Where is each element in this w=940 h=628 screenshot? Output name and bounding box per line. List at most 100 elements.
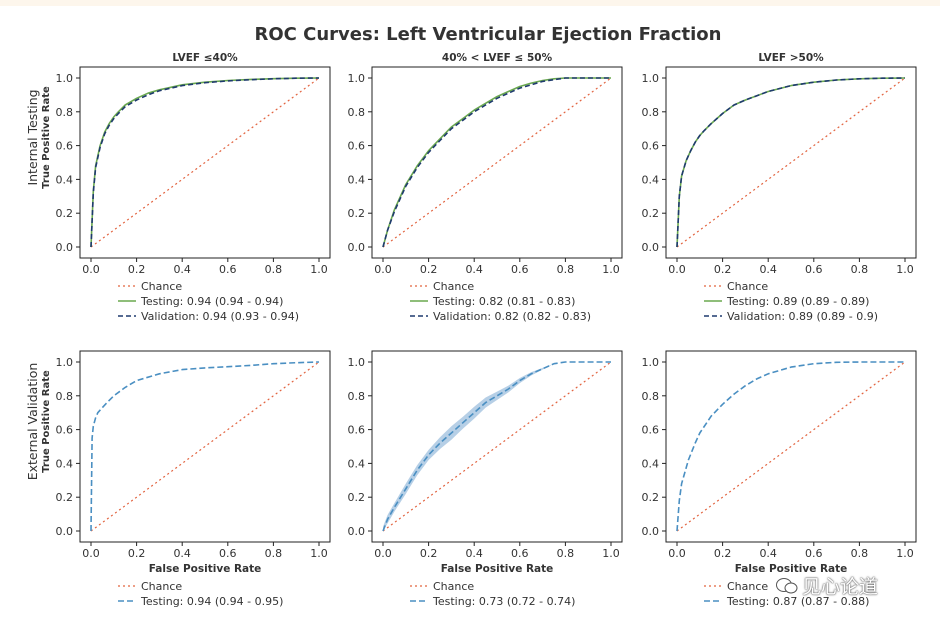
x-tick-label: 0.8	[557, 263, 575, 276]
y-tick-label: 0.4	[56, 173, 74, 186]
row-label-title: Internal Testing	[25, 89, 40, 185]
legend-item: Testing: 0.94 (0.94 - 0.94)	[118, 295, 283, 308]
legend-item: Chance	[704, 580, 768, 593]
x-tick-label: 0.8	[851, 547, 869, 560]
panel-title: LVEF ≤40%	[172, 52, 238, 64]
x-tick-label: 0.6	[511, 263, 529, 276]
top-band	[0, 0, 940, 6]
legend-label: Testing: 0.94 (0.94 - 0.95)	[140, 595, 283, 608]
y-tick-label: 1.0	[56, 72, 74, 85]
figure-title: ROC Curves: Left Ventricular Ejection Fr…	[255, 24, 722, 45]
roc-panel: 0.0 0.0 0.2 0.2 0.4 0.4 0.6 0.6 0.8 0.8 1.0 1.0 Fals…	[642, 350, 917, 608]
y-tick-label: 0.0	[56, 241, 74, 254]
validation-curve	[90, 77, 320, 248]
y-tick-label: 1.0	[348, 72, 366, 85]
y-tick-label: 0.2	[348, 491, 366, 504]
y-tick-label: 0.2	[56, 207, 74, 220]
chance-line	[382, 77, 612, 248]
legend-label: Testing: 0.94 (0.94 - 0.94)	[140, 295, 283, 308]
y-tick-label: 0.2	[642, 207, 660, 220]
wechat-icon	[776, 577, 798, 593]
chance-line	[676, 361, 906, 532]
y-tick-label: 0.2	[348, 207, 366, 220]
row-label: Internal Testing True Positive Rate	[25, 86, 52, 189]
legend-label: Testing: 0.73 (0.72 - 0.74)	[432, 595, 575, 608]
legend-item: Testing: 0.89 (0.89 - 0.89)	[704, 295, 869, 308]
y-axis-label: True Positive Rate	[41, 370, 52, 473]
x-tick-label: 0.6	[219, 547, 237, 560]
y-tick-label: 0.0	[642, 525, 660, 538]
x-tick-label: 0.0	[82, 263, 100, 276]
x-tick-label: 0.6	[511, 547, 529, 560]
legend-item: Testing: 0.94 (0.94 - 0.95)	[118, 595, 283, 608]
legend-label: Chance	[433, 280, 474, 293]
validation-curve	[676, 77, 906, 248]
x-tick-label: 1.0	[896, 547, 914, 560]
legend-label: Validation: 0.89 (0.89 - 0.9)	[727, 310, 878, 323]
legend-item: Validation: 0.82 (0.82 - 0.83)	[410, 310, 591, 323]
roc-panel: 0.0 0.0 0.2 0.2 0.4 0.4 0.6 0.6 0.8 0.8 1.0 1.0 Fals…	[56, 350, 331, 608]
y-tick-label: 0.4	[348, 457, 366, 470]
row-label: External Validation True Positive Rate	[25, 363, 52, 481]
testing-curve	[90, 77, 320, 248]
y-tick-label: 0.4	[642, 457, 660, 470]
y-tick-label: 0.8	[642, 390, 660, 403]
y-tick-label: 0.6	[56, 140, 74, 153]
testing-curve	[90, 361, 320, 532]
testing-curve	[676, 361, 905, 532]
y-tick-label: 0.6	[642, 140, 660, 153]
legend-item: Chance	[118, 580, 182, 593]
x-tick-label: 1.0	[602, 547, 620, 560]
legend-item: Chance	[410, 580, 474, 593]
y-tick-label: 0.0	[348, 241, 366, 254]
legend-label: Testing: 0.87 (0.87 - 0.88)	[726, 595, 869, 608]
y-tick-label: 0.0	[642, 241, 660, 254]
chance-line	[676, 77, 906, 248]
y-axis-label: True Positive Rate	[41, 86, 52, 189]
legend-item: Chance	[704, 280, 768, 293]
x-tick-label: 0.2	[714, 547, 732, 560]
x-tick-label: 0.2	[128, 547, 146, 560]
legend-item: Validation: 0.89 (0.89 - 0.9)	[704, 310, 878, 323]
chance-line	[90, 361, 320, 532]
x-tick-label: 0.8	[265, 547, 283, 560]
legend-item: Testing: 0.82 (0.81 - 0.83)	[410, 295, 575, 308]
legend-label: Testing: 0.89 (0.89 - 0.89)	[726, 295, 869, 308]
x-tick-label: 1.0	[896, 263, 914, 276]
x-tick-label: 0.2	[420, 263, 438, 276]
y-tick-label: 0.8	[348, 106, 366, 119]
x-axis-label: False Positive Rate	[441, 563, 554, 575]
roc-panel: 40% < LVEF ≤ 50% 0.0 0.0 0.2 0.2 0.4 0.4 0.6 0.6…	[348, 52, 623, 323]
legend-label: Chance	[727, 280, 768, 293]
x-tick-label: 0.0	[374, 547, 392, 560]
x-tick-label: 0.0	[374, 263, 392, 276]
legend-item: Testing: 0.73 (0.72 - 0.74)	[410, 595, 575, 608]
y-tick-label: 0.2	[56, 491, 74, 504]
chance-line	[90, 77, 320, 248]
y-tick-label: 0.6	[56, 424, 74, 437]
y-tick-label: 1.0	[348, 356, 366, 369]
x-tick-label: 1.0	[310, 263, 328, 276]
y-tick-label: 0.4	[348, 173, 366, 186]
y-tick-label: 0.8	[56, 106, 74, 119]
row-label-title: External Validation	[25, 363, 40, 481]
x-tick-label: 1.0	[602, 263, 620, 276]
roc-panel: LVEF >50% 0.0 0.0 0.2 0.2 0.4 0.4 0.6 0.6 0.8 0.8 1…	[642, 52, 917, 323]
x-tick-label: 0.4	[759, 263, 777, 276]
legend-label: Validation: 0.82 (0.82 - 0.83)	[433, 310, 591, 323]
roc-panel: 0.0 0.0 0.2 0.2 0.4 0.4 0.6 0.6 0.8 0.8 1.0 1.0 Fals…	[348, 350, 623, 608]
y-tick-label: 0.6	[348, 140, 366, 153]
validation-curve	[382, 77, 611, 248]
testing-curve	[382, 361, 611, 532]
y-tick-label: 0.8	[348, 390, 366, 403]
x-tick-label: 0.2	[420, 547, 438, 560]
y-tick-label: 1.0	[642, 72, 660, 85]
x-tick-label: 0.4	[465, 547, 483, 560]
x-tick-label: 0.6	[805, 263, 823, 276]
legend-item: Chance	[118, 280, 182, 293]
y-tick-label: 0.0	[56, 525, 74, 538]
roc-panel: LVEF ≤40% 0.0 0.0 0.2 0.2 0.4 0.4 0.6 0.6 0.8 0.8 1…	[56, 52, 331, 323]
y-tick-label: 0.2	[642, 491, 660, 504]
legend-item: Validation: 0.94 (0.93 - 0.94)	[118, 310, 299, 323]
